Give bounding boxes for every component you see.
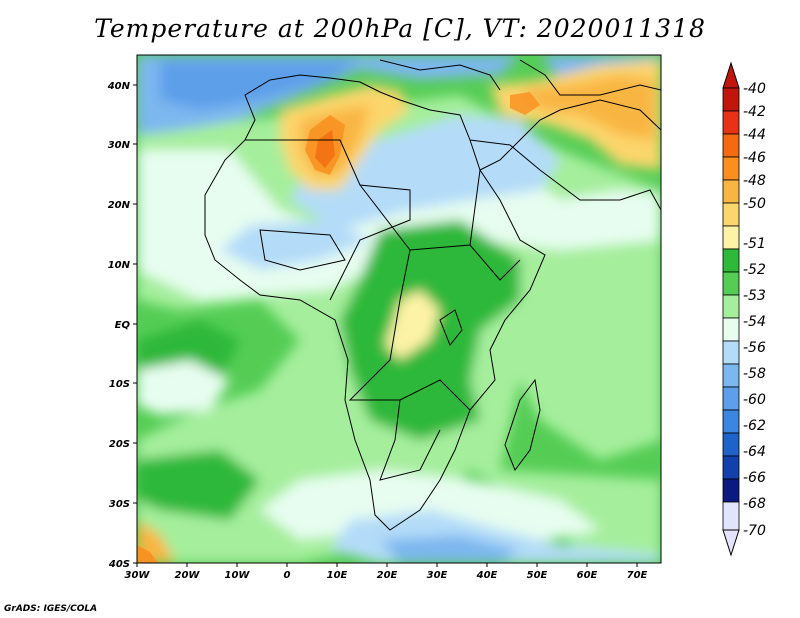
colorbar-label: -40 [743, 81, 766, 97]
map-frame [136, 54, 662, 564]
field-south-blue2 [380, 535, 520, 563]
colorbar-box [722, 363, 740, 388]
colorbar-box [722, 156, 740, 181]
colorbar-label: -44 [743, 127, 766, 143]
colorbar-label: -53 [743, 288, 766, 304]
colorbar-box [722, 478, 740, 503]
colorbar-label: -58 [743, 366, 766, 382]
colorbar-box [722, 248, 740, 273]
field-hot-core-me [510, 92, 540, 115]
colorbar-label: -50 [743, 196, 766, 212]
lat-label: 40N [107, 81, 131, 92]
lat-label: 10S [109, 379, 130, 390]
field-warm-middleeast2 [520, 75, 655, 140]
colorbar-box [722, 133, 740, 158]
colorbar-box [722, 409, 740, 434]
colorbar-label: -66 [743, 470, 766, 486]
colorbar-label: -54 [743, 314, 766, 330]
colorbar-bottom-arrow [722, 529, 740, 557]
lon-label: 70E [627, 570, 648, 581]
colorbar-label: -42 [743, 104, 766, 120]
colorbar-label: -70 [743, 523, 766, 539]
lat-label: 10N [108, 260, 131, 271]
colorbar-top-arrow [722, 61, 740, 89]
temperature-field [137, 55, 661, 563]
field-blue-north2 [160, 60, 360, 110]
colorbar-box [722, 225, 740, 250]
colorbar-box [722, 202, 740, 227]
colorbar-box [722, 432, 740, 457]
colorbar-label: -51 [743, 236, 766, 252]
colorbar-label: -48 [743, 173, 766, 189]
colorbar-box [722, 179, 740, 204]
colorbar-label: -56 [743, 340, 766, 356]
lat-label: 30N [108, 140, 131, 151]
colorbar-box [722, 317, 740, 342]
field-green-sw [137, 450, 260, 520]
lon-label: 10W [225, 570, 251, 581]
lat-label: 20N [108, 200, 131, 211]
colorbar-label: -60 [743, 392, 766, 408]
lon-label: 50E [527, 570, 548, 581]
lat-label: 20S [109, 439, 130, 450]
lat-label: 40S [108, 559, 130, 570]
colorbar-box [722, 110, 740, 135]
lon-ticks [136, 563, 638, 567]
field-south-pale [260, 470, 600, 545]
colorbar-label: -64 [743, 444, 766, 460]
lat-label: EQ [115, 320, 131, 331]
lon-labels: 30W 20W 10W 0 10E 20E 30E 40E 50E 60E 70… [125, 570, 648, 581]
field-west-pale [137, 360, 230, 415]
coastlines [204, 59, 661, 531]
colorbar-box [722, 501, 740, 531]
colorbar: -40 -42 -44 -46 -48 -50 -51 -52 -53 -54 … [722, 61, 766, 557]
map-title: Temperature at 200hPa [C], VT: 202001131… [94, 14, 706, 43]
colorbar-box [722, 386, 740, 411]
colorbar-label: -52 [743, 262, 766, 278]
field-light-east [520, 310, 661, 460]
lat-ticks [133, 84, 137, 564]
lon-label: 40E [476, 570, 498, 581]
lat-labels: 40N 30N 20N 10N EQ 10S 20S 30S 40S [107, 81, 131, 570]
lon-label: 20W [175, 570, 201, 581]
field-hot-core-sw [137, 545, 158, 563]
colorbar-label: -46 [743, 150, 766, 166]
colorbar-box [722, 455, 740, 480]
lon-label: 10E [327, 570, 348, 581]
colorbar-box [722, 340, 740, 365]
lon-label: 60E [577, 570, 598, 581]
lon-label: 30W [125, 570, 151, 581]
lat-label: 30S [109, 499, 130, 510]
lon-label: 30E [427, 570, 448, 581]
colorbar-box [722, 271, 740, 296]
lon-label: 0 [284, 570, 291, 581]
colorbar-box [722, 87, 740, 112]
colorbar-labels: -40 -42 -44 -46 -48 -50 -51 -52 -53 -54 … [743, 81, 766, 539]
colorbar-label: -62 [743, 418, 766, 434]
field-blue-mid [220, 220, 370, 270]
colorbar-boxes [722, 87, 740, 531]
colorbar-label: -68 [743, 496, 766, 512]
lon-label: 20E [377, 570, 398, 581]
colorbar-box [722, 294, 740, 319]
credit-text: GrADS: IGES/COLA [4, 604, 98, 614]
